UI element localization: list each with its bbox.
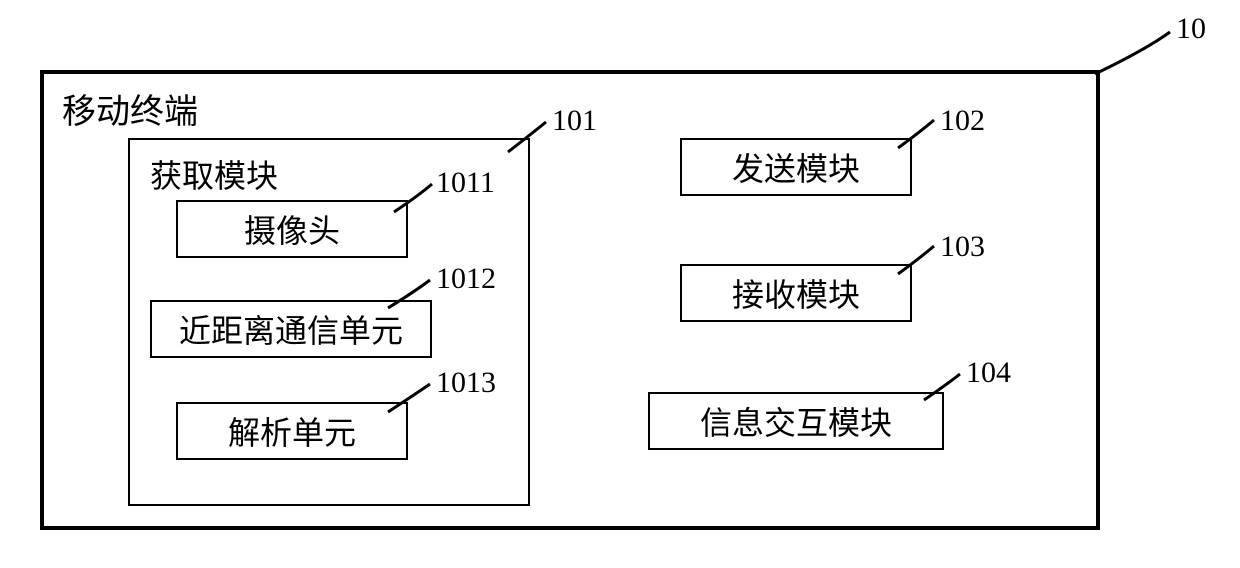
leader-104 [0, 0, 1240, 568]
ref-104: 104 [966, 358, 1011, 388]
